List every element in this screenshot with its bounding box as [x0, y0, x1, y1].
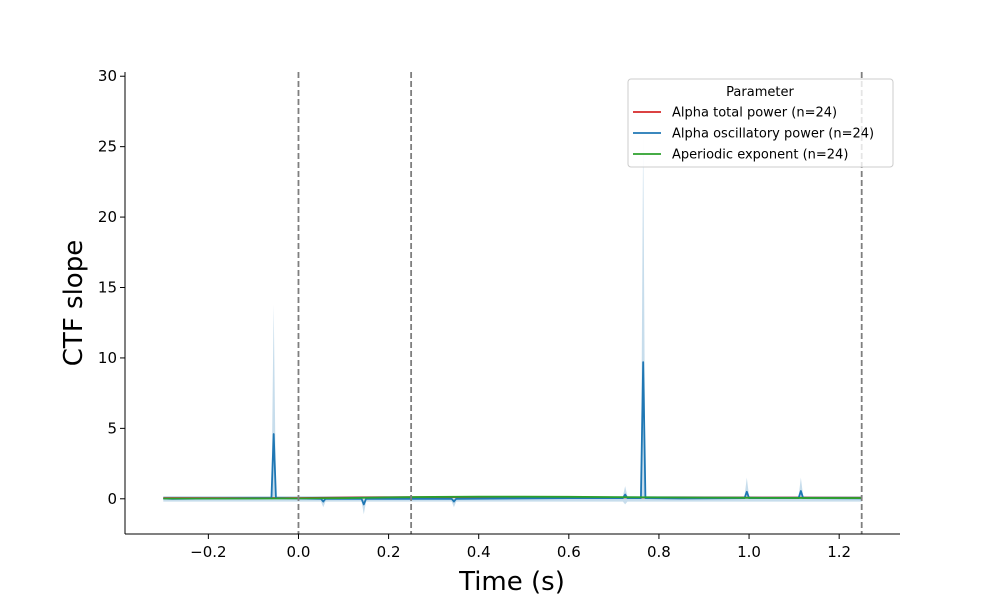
- legend-label-0: Alpha total power (n=24): [672, 106, 837, 121]
- x-tick-label: 0.4: [467, 543, 491, 561]
- ticks: −0.2 0.0 0.2 0.4 0.6 0.8 1.0 1.2 0 5 10 15 20 25 30: [98, 67, 851, 561]
- y-tick-label: 30: [98, 67, 117, 85]
- y-tick-label: 10: [98, 349, 117, 367]
- series-2-line: [163, 495, 862, 500]
- x-tick-label: 1.0: [737, 543, 761, 561]
- x-tick-label: 0.2: [377, 543, 401, 561]
- legend-label-1: Alpha oscillatory power (n=24): [672, 127, 874, 142]
- legend-box: [627, 78, 894, 168]
- legend: Parameter Alpha total power (n=24) Alpha …: [627, 78, 894, 168]
- series-1-ci-band: [163, 132, 862, 515]
- x-tick-label: 1.2: [827, 543, 851, 561]
- y-tick-label: 25: [98, 138, 117, 156]
- x-tick-label: 0.6: [557, 543, 581, 561]
- y-tick-label: 0: [107, 490, 117, 508]
- series-1-line: [163, 361, 862, 506]
- y-tick-label: 5: [107, 419, 117, 437]
- x-axis-title: Time (s): [458, 567, 565, 597]
- x-tick-label: 0.0: [287, 543, 311, 561]
- x-tick-label: 0.8: [647, 543, 671, 561]
- y-tick-label: 15: [98, 279, 117, 297]
- y-axis-title: CTF slope: [59, 240, 89, 366]
- y-tick-label: 20: [98, 208, 117, 226]
- legend-label-2: Aperiodic exponent (n=24): [672, 148, 848, 163]
- x-tick-label: −0.2: [190, 543, 226, 561]
- axes: [124, 72, 900, 535]
- legend-title: Parameter: [726, 85, 794, 100]
